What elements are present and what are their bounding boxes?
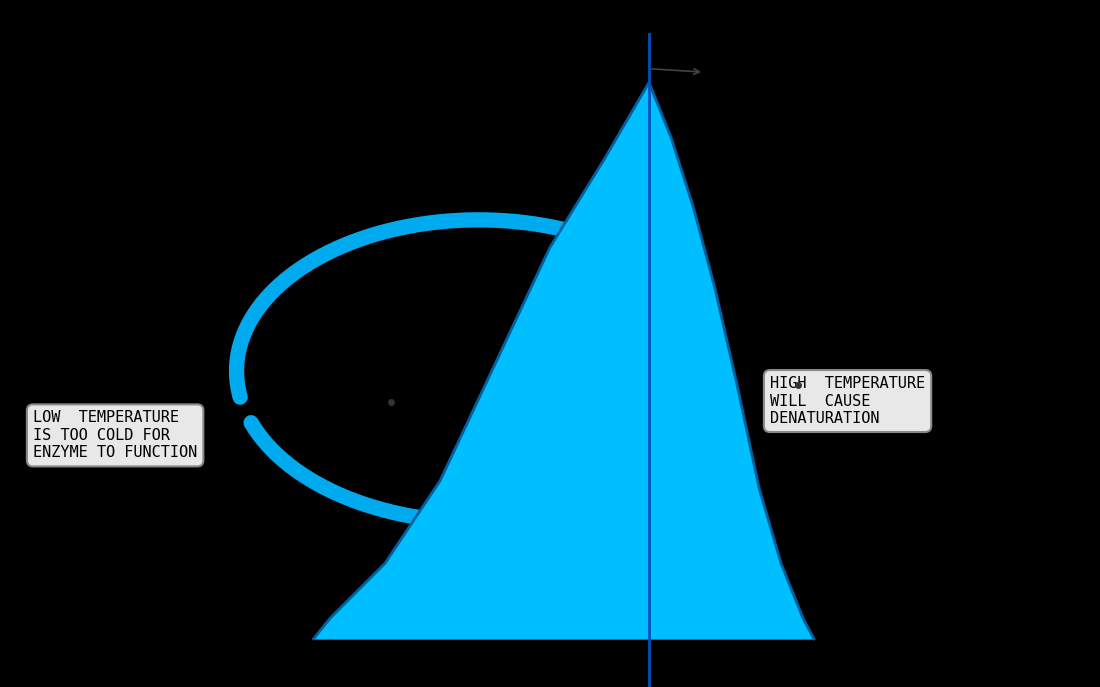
Text: LOW  TEMPERATURE
IS TOO COLD FOR
ENZYME TO FUNCTION: LOW TEMPERATURE IS TOO COLD FOR ENZYME T… bbox=[33, 411, 197, 460]
Polygon shape bbox=[314, 82, 814, 639]
Text: HIGH  TEMPERATURE
WILL  CAUSE
DENATURATION: HIGH TEMPERATURE WILL CAUSE DENATURATION bbox=[770, 376, 925, 426]
